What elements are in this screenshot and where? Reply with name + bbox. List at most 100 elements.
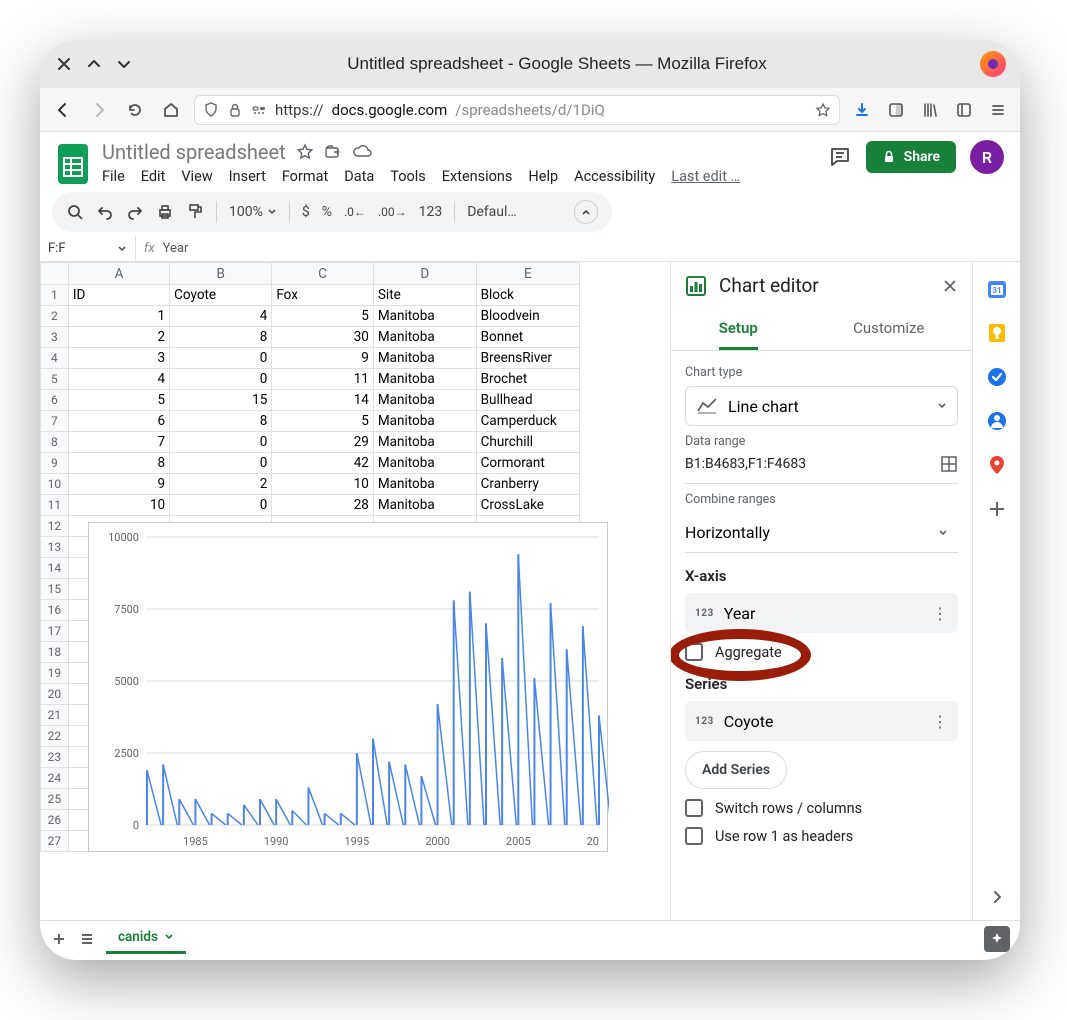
side-panel-collapse-icon[interactable] <box>988 888 1006 906</box>
cell[interactable]: 29 <box>272 432 374 453</box>
cell[interactable]: Manitoba <box>373 495 476 516</box>
share-button[interactable]: Share <box>866 141 956 173</box>
cell[interactable]: 11 <box>272 369 374 390</box>
cell[interactable]: 1 <box>68 306 169 327</box>
tasks-icon[interactable] <box>986 366 1008 388</box>
number-format-icon[interactable]: 123 <box>419 204 443 220</box>
row-header[interactable]: 23 <box>41 747 69 768</box>
cell[interactable]: Manitoba <box>373 453 476 474</box>
cell[interactable]: 10 <box>272 474 374 495</box>
toolbar-collapse-icon[interactable] <box>574 200 598 224</box>
cell[interactable]: Manitoba <box>373 348 476 369</box>
cell[interactable]: Cormorant <box>476 453 579 474</box>
add-sheet-icon[interactable] <box>50 930 68 948</box>
decimal-increase-icon[interactable]: .00→ <box>378 205 407 219</box>
cell[interactable]: 0 <box>170 348 272 369</box>
cell[interactable]: Manitoba <box>373 432 476 453</box>
cell[interactable]: Bullhead <box>476 390 579 411</box>
row-header[interactable]: 17 <box>41 621 69 642</box>
tab-setup[interactable]: Setup <box>719 309 758 350</box>
cell[interactable]: 8 <box>170 327 272 348</box>
col-header[interactable]: C <box>272 263 374 285</box>
percent-icon[interactable]: % <box>322 204 332 220</box>
row-header[interactable]: 7 <box>41 411 69 432</box>
cell[interactable]: ID <box>68 285 169 306</box>
chart-type-select[interactable]: Line chart <box>685 386 958 426</box>
cell[interactable]: Bloodvein <box>476 306 579 327</box>
sidebar-icon[interactable] <box>952 98 976 122</box>
cell[interactable]: 9 <box>68 474 169 495</box>
reload-button[interactable] <box>122 97 148 123</box>
row-header[interactable]: 8 <box>41 432 69 453</box>
row-header[interactable]: 13 <box>41 537 69 558</box>
row-header[interactable]: 19 <box>41 663 69 684</box>
cell[interactable]: 15 <box>170 390 272 411</box>
menu-insert[interactable]: Insert <box>229 168 266 185</box>
spreadsheet-grid[interactable]: ABCDE1IDCoyoteFoxSiteBlock2145ManitobaBl… <box>40 262 670 920</box>
hamburger-menu-icon[interactable] <box>986 98 1010 122</box>
row-header[interactable]: 9 <box>41 453 69 474</box>
firefox-logo-icon[interactable] <box>980 51 1006 77</box>
menu-format[interactable]: Format <box>282 168 328 185</box>
sheet-tab-canids[interactable]: canids <box>106 923 186 954</box>
row-header[interactable]: 12 <box>41 516 69 537</box>
zoom-select[interactable]: 100% <box>229 204 277 220</box>
sheets-logo-icon[interactable] <box>56 142 90 186</box>
more-icon[interactable]: ⋮ <box>932 712 948 731</box>
row-header[interactable]: 5 <box>41 369 69 390</box>
row-header[interactable]: 14 <box>41 558 69 579</box>
cell[interactable]: BreensRiver <box>476 348 579 369</box>
cell[interactable]: 10 <box>68 495 169 516</box>
decimal-decrease-icon[interactable]: .0← <box>344 205 366 219</box>
cell[interactable]: Manitoba <box>373 327 476 348</box>
row-header[interactable]: 11 <box>41 495 69 516</box>
account-icon[interactable] <box>884 98 908 122</box>
all-sheets-icon[interactable] <box>78 930 96 948</box>
more-icon[interactable]: ⋮ <box>932 604 948 623</box>
menu-accessibility[interactable]: Accessibility <box>574 168 655 185</box>
series-field-chip[interactable]: 123 Coyote ⋮ <box>685 701 958 741</box>
cell[interactable]: 2 <box>68 327 169 348</box>
cell[interactable]: 30 <box>272 327 374 348</box>
name-box[interactable]: F:F <box>40 236 136 261</box>
cell[interactable]: 8 <box>170 411 272 432</box>
bookmark-star-icon[interactable] <box>815 102 831 118</box>
cell[interactable]: 7 <box>68 432 169 453</box>
col-header[interactable]: D <box>373 263 476 285</box>
window-up-icon[interactable] <box>84 54 104 74</box>
search-icon[interactable] <box>66 203 84 221</box>
use-row1-checkbox[interactable] <box>685 827 703 845</box>
cell[interactable]: Manitoba <box>373 411 476 432</box>
library-icon[interactable] <box>918 98 942 122</box>
cell[interactable]: 6 <box>68 411 169 432</box>
switch-rows-checkbox[interactable] <box>685 799 703 817</box>
address-bar[interactable]: https://docs.google.com/spreadsheets/d/1… <box>194 95 840 125</box>
row-header[interactable]: 26 <box>41 810 69 831</box>
move-icon[interactable] <box>324 143 342 161</box>
data-range-grid-icon[interactable] <box>940 455 958 473</box>
cell[interactable]: Cranberry <box>476 474 579 495</box>
back-button[interactable] <box>50 97 76 123</box>
cell[interactable]: 4 <box>68 369 169 390</box>
menu-help[interactable]: Help <box>528 168 558 185</box>
xaxis-field-chip[interactable]: 123 Year ⋮ <box>685 593 958 633</box>
paint-format-icon[interactable] <box>186 203 204 221</box>
embedded-chart[interactable]: 0250050007500100001985199019952000200520 <box>88 522 608 852</box>
addons-plus-icon[interactable] <box>986 498 1008 520</box>
explore-icon[interactable] <box>984 926 1010 952</box>
keep-icon[interactable] <box>986 322 1008 344</box>
cell[interactable]: Manitoba <box>373 390 476 411</box>
cell[interactable]: 8 <box>68 453 169 474</box>
cell[interactable]: 42 <box>272 453 374 474</box>
row-header[interactable]: 10 <box>41 474 69 495</box>
redo-icon[interactable] <box>126 203 144 221</box>
download-icon[interactable] <box>850 98 874 122</box>
print-icon[interactable] <box>156 203 174 221</box>
cell[interactable]: Manitoba <box>373 306 476 327</box>
cell[interactable]: 3 <box>68 348 169 369</box>
row-header[interactable]: 25 <box>41 789 69 810</box>
cell[interactable]: 0 <box>170 369 272 390</box>
cell[interactable]: Manitoba <box>373 474 476 495</box>
row-header[interactable]: 20 <box>41 684 69 705</box>
cell[interactable]: Bonnet <box>476 327 579 348</box>
